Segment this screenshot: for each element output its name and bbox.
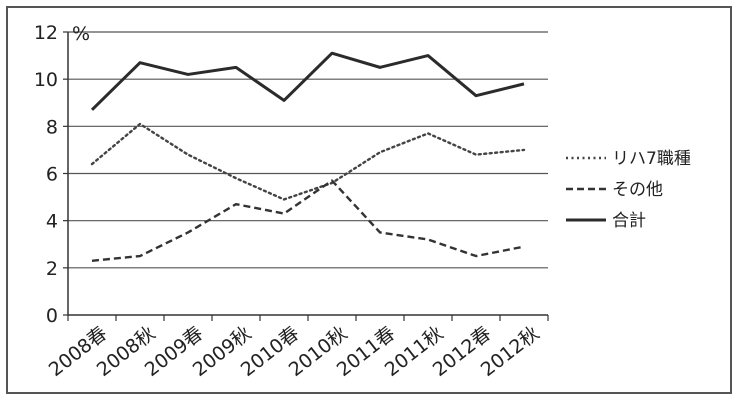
legend-label-1: リハ7職種 (612, 149, 691, 169)
grid (68, 31, 548, 269)
y-tick-label: 4 (46, 211, 58, 233)
chart-frame (6, 6, 732, 394)
y-tick-label: 2 (46, 258, 58, 280)
y-tick-label: 0 (46, 305, 58, 327)
legend-label-2: その他 (612, 180, 663, 200)
series-line-2 (91, 179, 525, 262)
axes (63, 31, 549, 321)
y-tick-label: 12 (34, 22, 58, 44)
series-line-3 (90, 51, 525, 111)
y-axis-unit-label: % (72, 23, 90, 45)
series-line-1 (90, 122, 526, 201)
series-lines (90, 51, 526, 262)
legend-label-3: 合計 (612, 211, 646, 231)
x-tick-labels: 2008春2008秋2009春2009秋2010春2010秋2011春2011秋… (45, 322, 544, 381)
y-tick-label: 10 (34, 69, 58, 91)
y-tick-label: 6 (46, 164, 58, 186)
y-tick-label: 8 (46, 116, 58, 138)
y-tick-labels: 0 2 4 6 8 10 12% (34, 22, 90, 327)
